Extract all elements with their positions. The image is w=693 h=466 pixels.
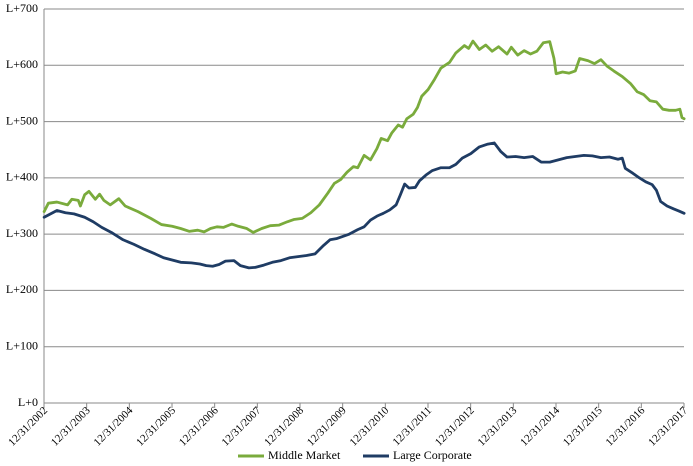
- y-tick-label: L+0: [18, 395, 38, 409]
- x-axis: 12/31/200212/31/200312/31/200412/31/2005…: [6, 9, 690, 449]
- x-tick-label: 12/31/2002: [6, 405, 50, 449]
- y-tick-label: L+300: [6, 226, 38, 240]
- y-tick-label: L+700: [6, 1, 38, 15]
- x-tick-label: 12/31/2009: [305, 404, 349, 448]
- x-tick-label: 12/31/2012: [433, 405, 477, 449]
- x-tick-label: 12/31/2016: [604, 404, 648, 448]
- x-tick-label: 12/31/2008: [262, 404, 306, 448]
- y-tick-label: L+100: [6, 338, 38, 352]
- y-axis-tick-labels: L+0 L+100 L+200 L+300 L+400 L+500 L+600 L+700: [6, 1, 38, 409]
- legend: Middle Market Large Corporate: [238, 448, 472, 462]
- y-tick-label: L+400: [6, 170, 38, 184]
- x-tick-label: 12/31/2013: [476, 404, 520, 448]
- x-tick-label: 12/31/2010: [348, 404, 392, 448]
- gridlines: [44, 8, 684, 404]
- series-line-large-corporate: [42, 141, 686, 270]
- x-tick-label: 12/31/2006: [177, 404, 221, 448]
- x-tick-label: 12/31/2007: [220, 404, 264, 448]
- x-tick-label: 12/31/2011: [390, 405, 434, 449]
- y-tick-label: L+200: [6, 282, 38, 296]
- x-tick-label: 12/31/2015: [561, 404, 605, 448]
- x-tick-label: 12/31/2004: [92, 404, 136, 448]
- legend-label: Large Corporate: [393, 448, 472, 462]
- x-tick-label: 12/31/2017: [646, 404, 690, 448]
- x-tick-label: 12/31/2005: [134, 404, 178, 448]
- x-tick-label: 12/31/2003: [49, 404, 93, 448]
- y-tick-label: L+600: [6, 57, 38, 71]
- legend-label: Middle Market: [268, 448, 341, 462]
- series-lines: [42, 39, 686, 270]
- y-tick-label: L+500: [6, 113, 38, 127]
- series-line-middle-market: [42, 39, 686, 234]
- x-tick-label: 12/31/2014: [518, 404, 562, 448]
